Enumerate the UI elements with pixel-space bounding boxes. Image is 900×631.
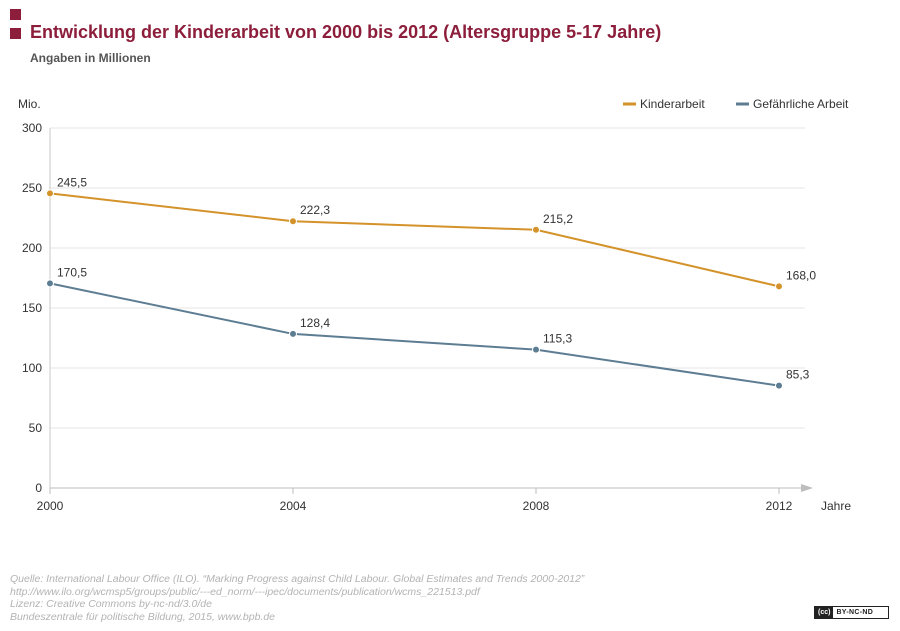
y-tick-label: 50 <box>29 421 43 435</box>
data-label: 128,4 <box>300 316 330 330</box>
legend-label: Gefährliche Arbeit <box>753 97 849 111</box>
line-chart: 0 50 100 150 200 250 300 2000 2004 2008 2012 Mio. Ja… <box>18 97 851 513</box>
y-tick-label: 250 <box>22 181 42 195</box>
publisher-text: Bundeszentrale für politische Bildung, 2… <box>10 610 276 623</box>
chart-subtitle: Angaben in Millionen <box>30 51 151 65</box>
data-label: 170,5 <box>57 265 87 279</box>
y-tick-label: 150 <box>22 301 42 315</box>
source-url: http://www.ilo.org/wcmsp5/groups/public/… <box>10 585 480 598</box>
x-axis-arrow-icon <box>801 484 813 492</box>
data-label: 168,0 <box>786 268 816 282</box>
data-point <box>46 189 54 198</box>
data-label: 115,3 <box>543 332 572 346</box>
x-tick-label: 2008 <box>523 499 550 513</box>
creative-commons-badge: (cc) BY-NC-ND <box>814 606 889 619</box>
chart-title: Entwicklung der Kinderarbeit von 2000 bi… <box>30 22 662 42</box>
data-point <box>775 381 783 390</box>
series-line <box>49 192 780 288</box>
x-tick-label: 2000 <box>37 499 64 513</box>
data-point <box>532 345 540 354</box>
data-point <box>289 329 297 338</box>
data-point <box>532 225 540 234</box>
data-label: 85,3 <box>786 368 810 382</box>
legend-label: Kinderarbeit <box>640 97 705 111</box>
data-label: 245,5 <box>57 175 87 189</box>
y-tick-label: 0 <box>35 481 42 495</box>
y-tick-label: 100 <box>22 361 42 375</box>
title-marker-square <box>10 9 21 20</box>
series-line <box>49 282 780 387</box>
x-tick-label: 2004 <box>280 499 307 513</box>
source-citation: Quelle: International Labour Office (ILO… <box>10 573 585 585</box>
x-axis-label: Jahre <box>821 499 851 513</box>
y-tick-label: 200 <box>22 241 42 255</box>
data-point <box>289 217 297 226</box>
cc-license-label: BY-NC-ND <box>836 609 874 616</box>
y-tick-label: 300 <box>22 121 42 135</box>
cc-logo-icon: (cc) <box>815 607 834 618</box>
y-axis-label: Mio. <box>18 97 41 111</box>
title-marker-square <box>10 28 21 39</box>
license-text: Lizenz: Creative Commons by-nc-nd/3.0/de <box>10 598 212 610</box>
data-point <box>775 282 783 291</box>
data-label: 215,2 <box>543 212 573 226</box>
source-footer: Quelle: International Labour Office (ILO… <box>10 573 584 623</box>
data-label: 222,3 <box>300 203 330 217</box>
data-point <box>46 279 54 288</box>
x-tick-label: 2012 <box>766 499 793 513</box>
